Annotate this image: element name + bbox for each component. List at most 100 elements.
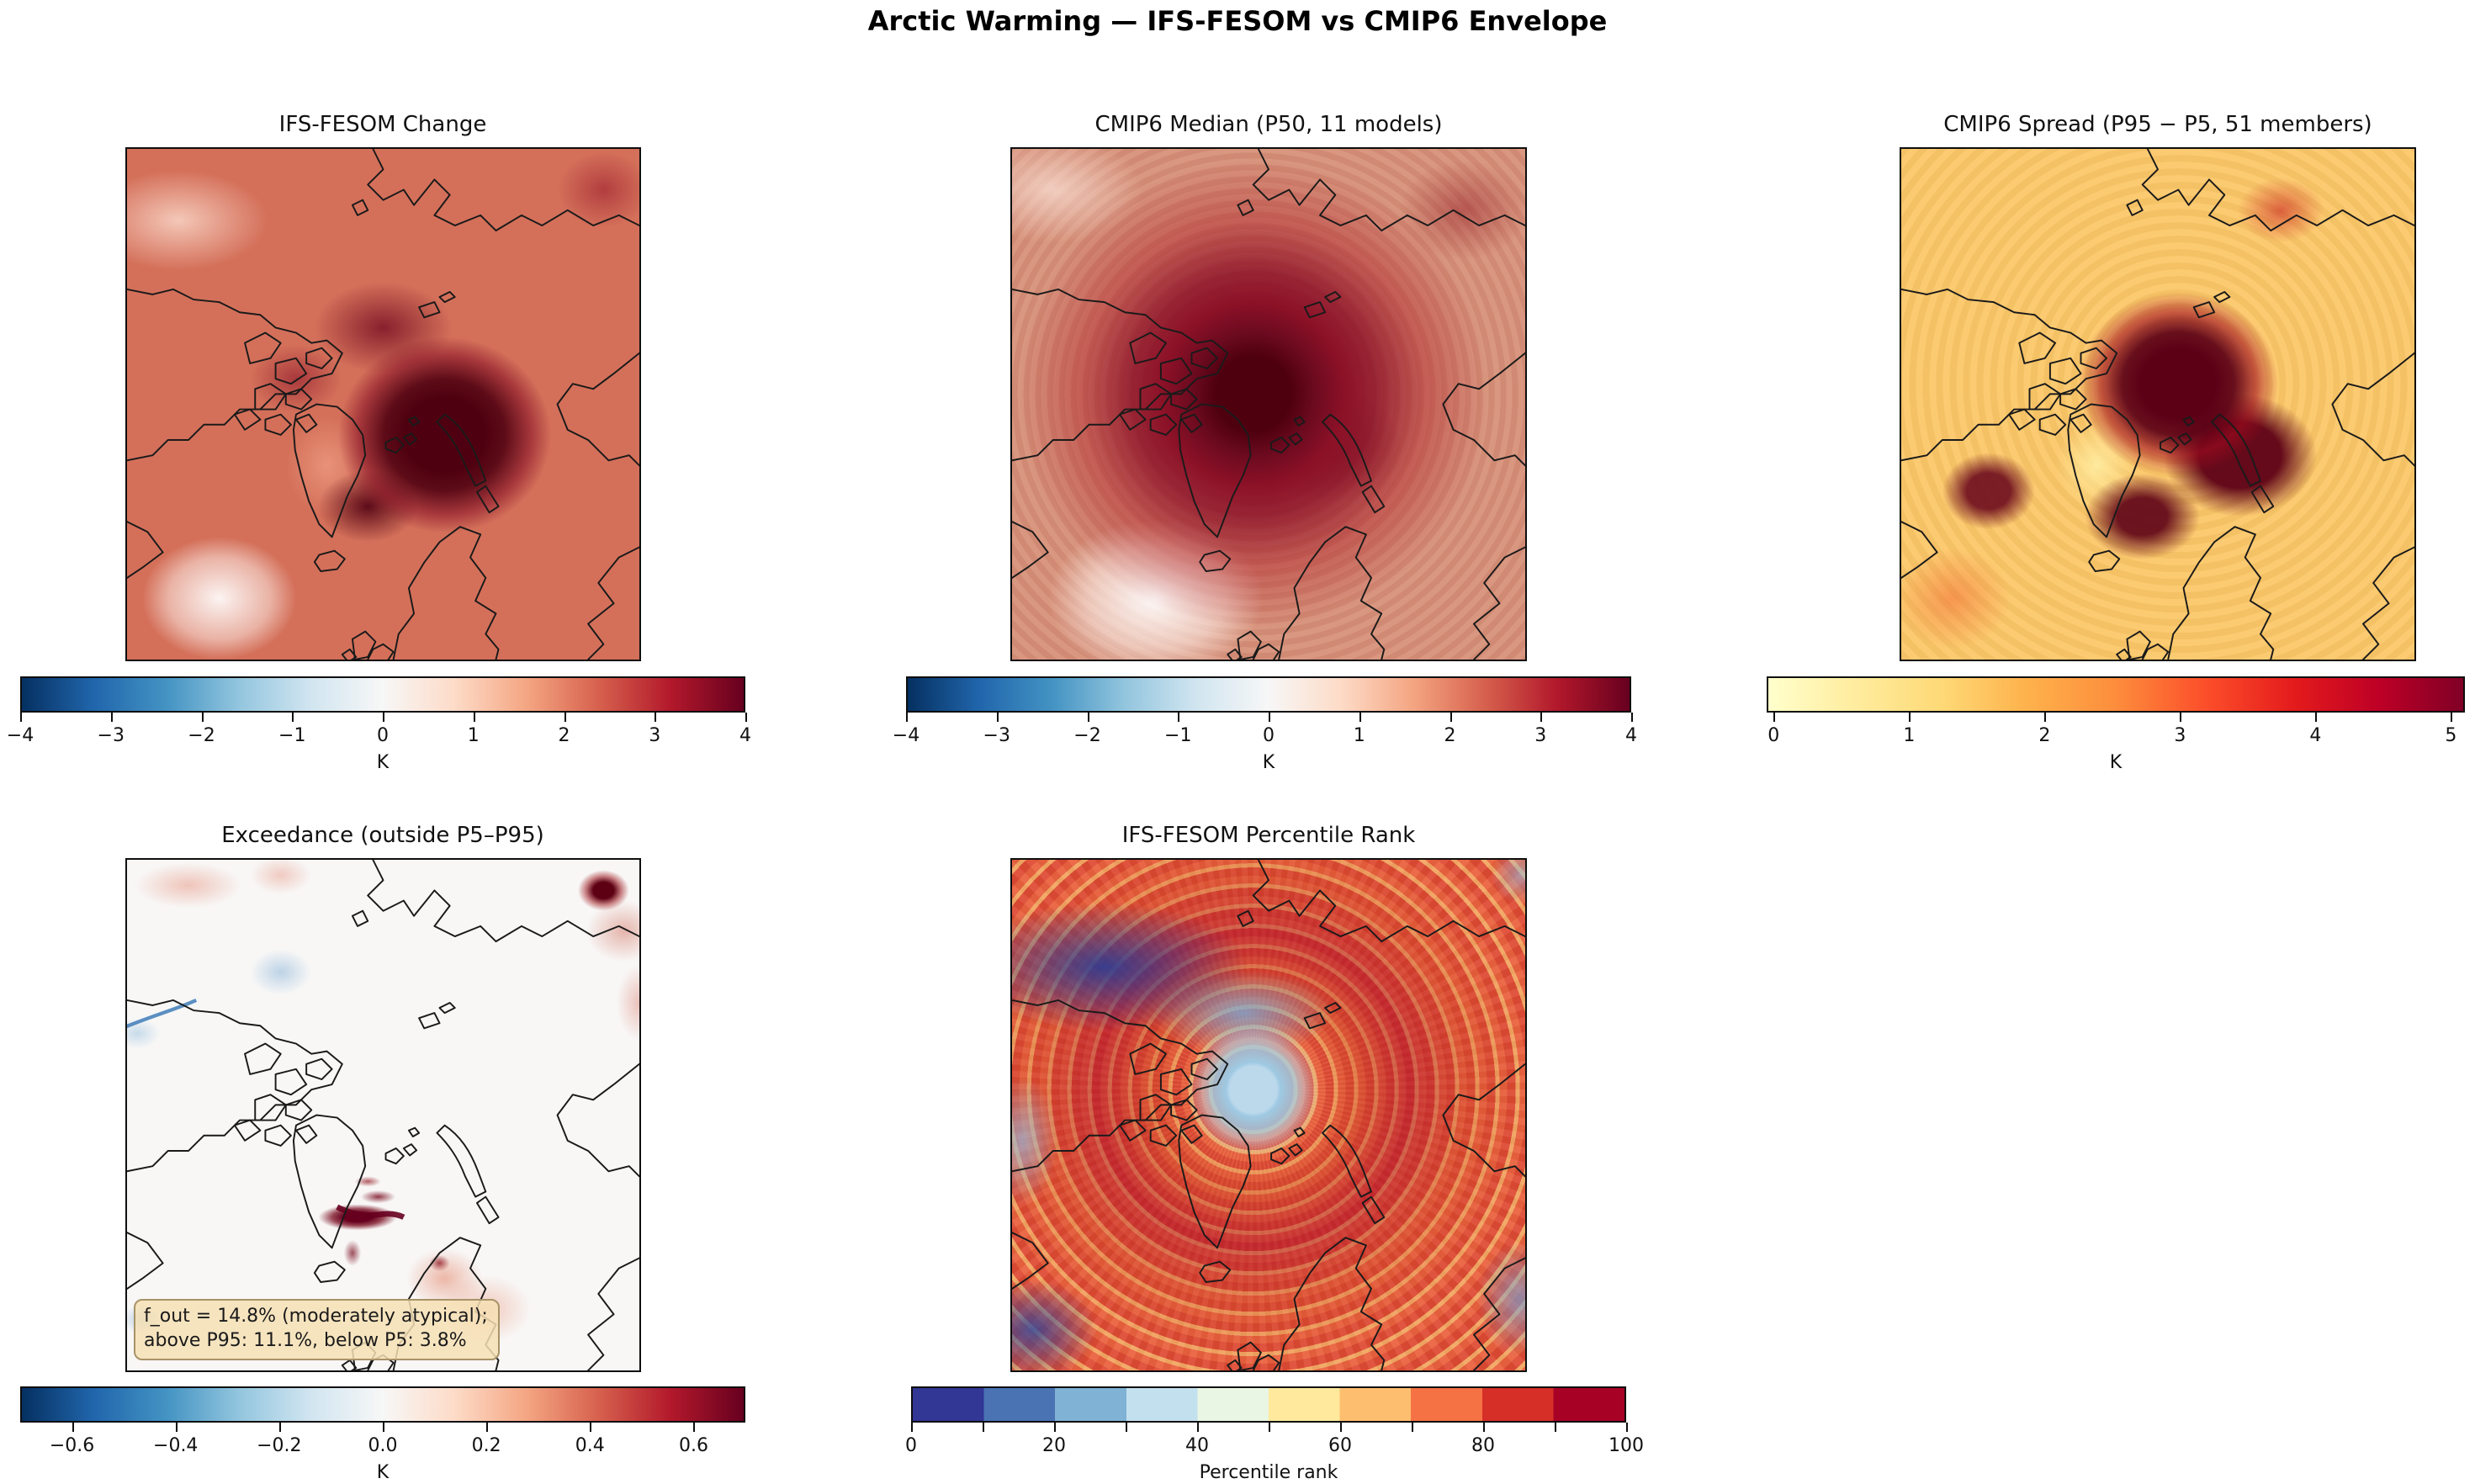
tick-label: 0.6	[678, 1435, 708, 1456]
coastlines-overlay	[1901, 149, 2414, 660]
panel-title-cmip6-median: CMIP6 Median (P50, 11 models)	[1094, 112, 1443, 137]
tick	[2315, 713, 2318, 722]
tick	[1087, 713, 1089, 722]
tick-label: 4	[1625, 725, 1637, 746]
tick	[2044, 713, 2047, 722]
annotation-line-2: above P95: 11.1%, below P5: 3.8%	[144, 1330, 467, 1352]
tick-label: −2	[1073, 725, 1101, 746]
coastlines-overlay	[127, 149, 639, 660]
tick	[1773, 713, 1776, 722]
map-cmip6-spread	[1900, 147, 2416, 661]
tick-label: 3	[649, 725, 661, 746]
colorbar-gradient	[20, 1386, 745, 1423]
colorbar-gradient	[20, 676, 745, 713]
tick	[72, 1423, 74, 1432]
tick	[1178, 713, 1180, 722]
map-exceedance: f_out = 14.8% (moderately atypical); abo…	[125, 858, 641, 1372]
colorbar-ifs-fesom-change: −4 −3 −2 −1 0 1 2 3 4 K	[7, 676, 751, 786]
tick	[292, 713, 294, 722]
tick	[1540, 713, 1543, 722]
tick	[1054, 1423, 1056, 1432]
tick	[383, 713, 384, 722]
tick	[2451, 713, 2453, 722]
exceedance-annotation-box: f_out = 14.8% (moderately atypical); abo…	[134, 1298, 500, 1360]
minor-tick	[983, 1423, 984, 1432]
tick	[564, 713, 566, 722]
tick-label: −3	[97, 725, 125, 746]
figure-title: Arctic Warming — IFS-FESOM vs CMIP6 Enve…	[867, 5, 1608, 37]
tick	[201, 713, 204, 722]
tick	[1626, 1423, 1628, 1432]
minor-tick	[1412, 1423, 1413, 1432]
coastlines-overlay	[1012, 149, 1525, 660]
tick-label: 3	[2174, 725, 2186, 746]
tick-label: −4	[892, 725, 920, 746]
tick-label: 3	[1534, 725, 1547, 746]
tick	[1269, 713, 1270, 722]
exceedance-blue-arc	[127, 998, 198, 1029]
tick	[1631, 713, 1633, 722]
tick-label: −4	[6, 725, 34, 746]
panel-title-percentile-rank: IFS-FESOM Percentile Rank	[1121, 823, 1416, 848]
tick	[996, 713, 999, 722]
annotation-line-1: f_out = 14.8% (moderately atypical);	[144, 1305, 488, 1327]
tick-label: 5	[2445, 725, 2457, 746]
colorbar-cmip6-spread: 0 1 2 3 4 5 K	[1767, 676, 2465, 786]
minor-tick	[1555, 1423, 1556, 1432]
tick-label: 1	[467, 725, 480, 746]
tick-label: 0	[905, 1435, 917, 1456]
tick	[655, 713, 657, 722]
colorbar-axis-label: K	[1262, 752, 1275, 773]
tick-label: −0.4	[153, 1435, 199, 1456]
colorbar-exceedance: −0.6 −0.4 −0.2 0.0 0.2 0.4 0.6 K	[20, 1386, 745, 1484]
colorbar-axis-label: Percentile rank	[1199, 1462, 1338, 1483]
colorbar-axis-label: K	[2109, 752, 2123, 773]
tick	[911, 1423, 913, 1432]
tick-label: 40	[1185, 1435, 1209, 1456]
map-cmip6-median	[1010, 147, 1527, 661]
colorbar-axis-label: K	[376, 1462, 390, 1483]
tick-label: −3	[983, 725, 1010, 746]
tick	[1909, 713, 1911, 722]
colorbar-gradient	[911, 1386, 1626, 1423]
colorbar-cmip6-median: −4 −3 −2 −1 0 1 2 3 4 K	[893, 676, 1637, 786]
map-ifs-fesom-change	[125, 147, 641, 661]
tick-label: 4	[739, 725, 751, 746]
tick	[1340, 1423, 1342, 1432]
tick	[1483, 1423, 1485, 1432]
colorbar-axis-label: K	[376, 752, 390, 773]
exceedance-red-streak	[336, 1204, 405, 1220]
tick	[383, 1423, 384, 1432]
tick	[175, 1423, 178, 1432]
tick-label: −0.6	[49, 1435, 95, 1456]
tick	[486, 1423, 489, 1432]
tick-label: −1	[278, 725, 306, 746]
tick	[906, 713, 908, 722]
minor-tick	[1126, 1423, 1127, 1432]
tick-label: 20	[1042, 1435, 1066, 1456]
tick	[278, 1423, 281, 1432]
tick	[20, 713, 22, 722]
tick-label: 0.2	[471, 1435, 501, 1456]
tick-label: −2	[188, 725, 215, 746]
tick	[745, 713, 747, 722]
tick-label: 2	[1444, 725, 1456, 746]
tick-label: −1	[1164, 725, 1192, 746]
tick-label: 2	[558, 725, 570, 746]
tick	[1449, 713, 1452, 722]
minor-tick	[1269, 1423, 1270, 1432]
colorbar-gradient	[906, 676, 1631, 713]
colorbar-percentile-rank: 0 20 40 60 80 100 Percentile rank	[905, 1386, 1644, 1484]
tick	[590, 1423, 592, 1432]
tick-label: 0.0	[368, 1435, 398, 1456]
tick-label: 0	[377, 725, 389, 746]
tick	[1197, 1423, 1199, 1432]
tick	[693, 1423, 696, 1432]
tick-label: 4	[2309, 725, 2322, 746]
tick	[2180, 713, 2182, 722]
map-percentile-rank	[1010, 858, 1527, 1372]
tick	[473, 713, 475, 722]
coastlines-overlay	[1012, 860, 1525, 1370]
tick-label: 1	[1353, 725, 1365, 746]
